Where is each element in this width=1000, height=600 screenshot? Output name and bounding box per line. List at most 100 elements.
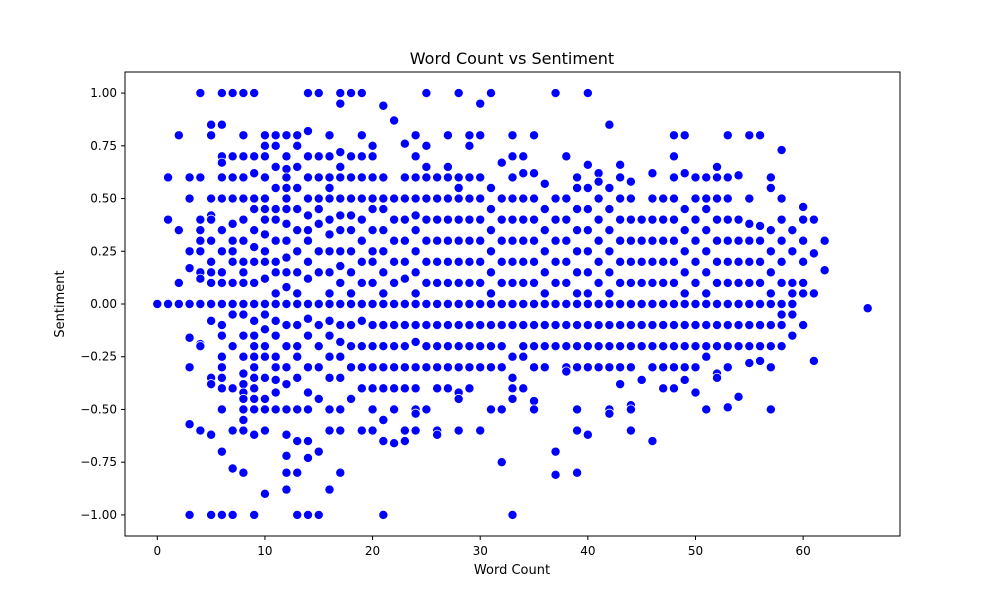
data-point (625, 425, 636, 436)
data-point (356, 277, 367, 288)
data-point (216, 362, 227, 373)
data-point (346, 298, 357, 309)
data-point (432, 298, 443, 309)
data-point (281, 450, 292, 461)
data-point (496, 362, 507, 373)
data-point (561, 193, 572, 204)
data-point (292, 225, 303, 236)
data-point (302, 172, 313, 183)
data-point (324, 315, 335, 326)
data-point (389, 362, 400, 373)
data-point (453, 341, 464, 352)
data-point (259, 229, 270, 240)
data-point (496, 256, 507, 267)
data-point (701, 288, 712, 299)
y-axis-ticks: −1.00 −0.75 −0.50 −0.25 0.00 0.25 0.50 0.75 1.00 (80, 86, 125, 522)
data-point (206, 509, 217, 520)
data-point (281, 484, 292, 495)
data-point (636, 341, 647, 352)
data-point (281, 379, 292, 390)
data-point (604, 341, 615, 352)
data-point (335, 172, 346, 183)
data-point (507, 130, 518, 141)
data-point (593, 193, 604, 204)
data-point (227, 193, 238, 204)
data-point (227, 463, 238, 474)
data-point (238, 172, 249, 183)
data-point (496, 193, 507, 204)
data-point (550, 446, 561, 457)
data-point (496, 457, 507, 468)
data-point (378, 341, 389, 352)
data-point (281, 151, 292, 162)
data-point (281, 429, 292, 440)
data-point (561, 235, 572, 246)
data-point (668, 383, 679, 394)
data-point (292, 288, 303, 299)
data-point (539, 298, 550, 309)
data-point (442, 277, 453, 288)
data-point (658, 235, 669, 246)
data-point (776, 320, 787, 331)
data-point (281, 467, 292, 478)
data-point (216, 320, 227, 331)
data-point (173, 130, 184, 141)
data-point (496, 298, 507, 309)
data-point (776, 193, 787, 204)
data-point (324, 351, 335, 362)
data-point (216, 172, 227, 183)
data-point (346, 225, 357, 236)
data-point (195, 425, 206, 436)
data-point (335, 147, 346, 158)
data-point (227, 309, 238, 320)
data-point (453, 277, 464, 288)
data-point (733, 320, 744, 331)
data-point (335, 193, 346, 204)
data-point (615, 159, 626, 170)
data-point (733, 341, 744, 352)
data-point (206, 277, 217, 288)
data-point (518, 214, 529, 225)
data-point (755, 130, 766, 141)
data-point (593, 256, 604, 267)
data-point (679, 288, 690, 299)
data-point (249, 298, 260, 309)
data-point (389, 438, 400, 449)
data-point (238, 235, 249, 246)
data-point (668, 320, 679, 331)
data-point (475, 98, 486, 109)
data-point (787, 309, 798, 320)
data-point (184, 172, 195, 183)
data-point (227, 88, 238, 99)
data-point (281, 320, 292, 331)
data-point (195, 214, 206, 225)
data-point (335, 210, 346, 221)
data-point (529, 298, 540, 309)
data-point (313, 218, 324, 229)
data-point (722, 130, 733, 141)
data-point (668, 341, 679, 352)
data-point (690, 277, 701, 288)
data-point (346, 320, 357, 331)
data-point (410, 172, 421, 183)
data-point (249, 351, 260, 362)
data-point (335, 351, 346, 362)
data-point (582, 320, 593, 331)
data-point (432, 341, 443, 352)
data-point (432, 429, 443, 440)
data-point (238, 330, 249, 341)
data-point (313, 267, 324, 278)
data-point (389, 214, 400, 225)
data-point (701, 225, 712, 236)
data-point (539, 362, 550, 373)
data-point (744, 298, 755, 309)
data-point (496, 277, 507, 288)
data-point (227, 277, 238, 288)
data-point (195, 298, 206, 309)
data-point (464, 130, 475, 141)
data-point (485, 404, 496, 415)
data-point (335, 98, 346, 109)
data-point (259, 393, 270, 404)
data-point (410, 130, 421, 141)
data-point (636, 374, 647, 385)
